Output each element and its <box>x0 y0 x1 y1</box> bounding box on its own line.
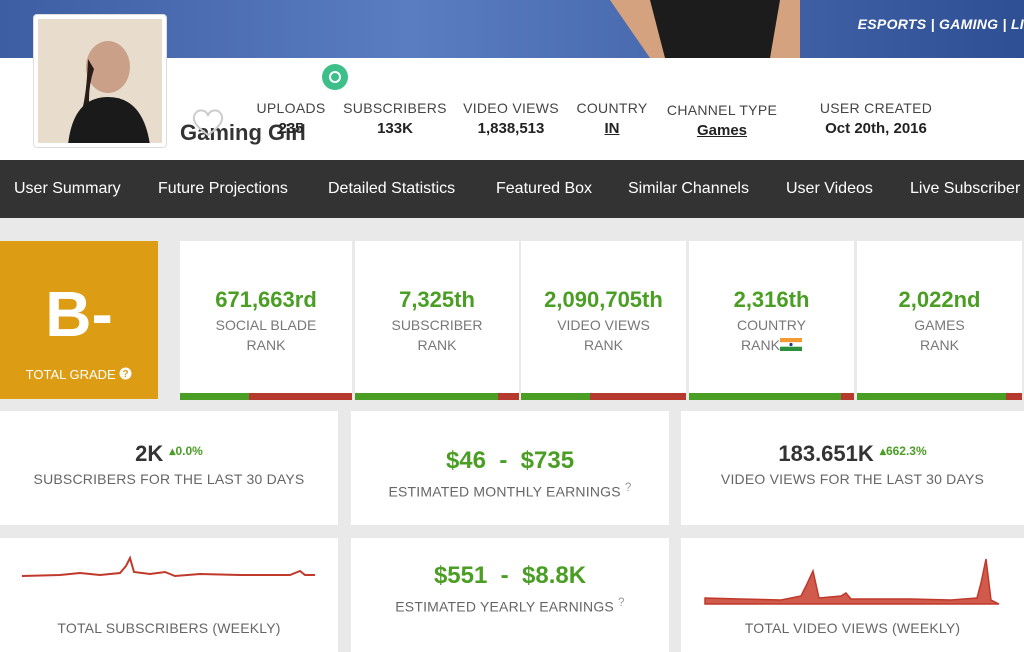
rank-value: 2,090,705th <box>544 287 663 312</box>
weekly-views-label: TOTAL VIDEO VIEWS (WEEKLY) <box>744 620 961 636</box>
nav-item[interactable]: Live Subscriber <box>910 180 1021 197</box>
rank-line1: SUBSCRIBER <box>391 317 483 333</box>
grade-label: TOTAL GRADE ? <box>0 367 158 382</box>
stat: COUNTRY IN <box>576 100 647 137</box>
banner-image <box>610 0 800 58</box>
rank-bar-fill <box>180 393 249 400</box>
nav-item[interactable]: Similar Channels <box>628 180 749 197</box>
views-30-value: 183.651K <box>778 441 874 466</box>
weekly-views-sparkline <box>704 558 1000 605</box>
yearly-label: ESTIMATED YEARLY EARNINGS <box>395 598 614 615</box>
rank-value: 2,022nd <box>898 287 981 312</box>
rank-bar <box>521 393 686 400</box>
rank-bar <box>355 393 519 400</box>
stat-value: 133K <box>377 120 413 137</box>
nav-item[interactable]: Future Projections <box>158 180 288 197</box>
rank-bar-fill <box>521 393 591 400</box>
nav-item[interactable]: User Summary <box>14 180 121 197</box>
monthly-label: ESTIMATED MONTHLY EARNINGS <box>388 483 621 500</box>
channel-name: Gaming Girl <box>180 120 306 145</box>
stat: USER CREATED Oct 20th, 2016 <box>820 100 932 137</box>
rank-value: 7,325th <box>399 287 475 312</box>
stat-value[interactable]: IN <box>604 120 620 137</box>
nav-item[interactable]: Detailed Statistics <box>328 180 456 197</box>
rank-line2: RANK <box>521 338 686 353</box>
rank-card: 7,325th SUBSCRIBER RANK <box>355 241 519 400</box>
grade-card: B- TOTAL GRADE ? <box>0 241 158 399</box>
nav-bar: User Summary Future Projections Detailed S… <box>0 160 1024 218</box>
rank-line2-text: RANK <box>920 337 959 353</box>
rank-bar <box>857 393 1022 400</box>
rank-line2-text: RANK <box>584 337 623 353</box>
rank-line2-text: RANK <box>246 337 286 353</box>
stat-label: UPLOADS <box>256 100 326 116</box>
stat-label: SUBSCRIBERS <box>343 100 447 116</box>
monthly-low: $46 <box>445 447 486 474</box>
rank-value: 2,316th <box>733 287 810 312</box>
rank-line1: VIDEO VIEWS <box>557 317 650 333</box>
stat-value: 235 <box>278 120 304 137</box>
views-30-card: 183.651K ▴662.3% VIDEO VIEWS FOR THE LAS… <box>681 411 1024 525</box>
weekly-views-card: TOTAL VIDEO VIEWS (WEEKLY) <box>681 538 1024 652</box>
yearly-sep: - <box>500 562 509 589</box>
nav-item[interactable]: Featured Box <box>496 180 593 197</box>
stat: CHANNEL TYPE Games <box>667 102 777 139</box>
subs-30-label: SUBSCRIBERS FOR THE LAST 30 DAYS <box>33 471 305 487</box>
stat-label: COUNTRY <box>576 100 648 116</box>
rank-line2: RANK <box>355 338 519 353</box>
stat-value: 1,838,513 <box>477 120 545 137</box>
rank-line2: RANK <box>180 338 352 353</box>
stat: SUBSCRIBERS 133K <box>343 100 447 137</box>
yearly-low: $551 <box>433 562 488 589</box>
rank-bar <box>180 393 352 400</box>
rank-line1: COUNTRY <box>737 317 806 333</box>
rank-bar-fill <box>689 393 841 400</box>
rank-line1: SOCIAL BLADE <box>215 317 317 333</box>
subs-30-card: 2K ▴0.0% SUBSCRIBERS FOR THE LAST 30 DAY… <box>0 411 338 525</box>
monthly-card: $46 - $735 ESTIMATED MONTHLY EARNINGS ? <box>351 411 669 525</box>
svg-text:?: ? <box>123 369 129 380</box>
rank-line2-text: RANK <box>417 337 457 353</box>
subs-30-value: 2K <box>135 441 164 466</box>
yearly-card: $551 - $8.8K ESTIMATED YEARLY EARNINGS ? <box>351 538 669 652</box>
stat-label: VIDEO VIEWS <box>463 100 559 116</box>
weekly-subs-label: TOTAL SUBSCRIBERS (WEEKLY) <box>57 620 281 636</box>
verified-icon <box>322 64 348 90</box>
rank-line2: RANK <box>689 338 854 353</box>
stat: VIDEO VIEWS 1,838,513 <box>463 100 559 137</box>
views-30-label: VIDEO VIEWS FOR THE LAST 30 DAYS <box>720 471 985 487</box>
subs-30-change: 0.0% <box>175 444 203 458</box>
rank-bar-fill <box>857 393 1006 400</box>
weekly-subs-card: TOTAL SUBSCRIBERS (WEEKLY) <box>0 538 338 652</box>
rank-card: 2,090,705th VIDEO VIEWS RANK <box>521 241 686 400</box>
grade-label-text: TOTAL GRADE <box>25 367 116 382</box>
yearly-high: $8.8K <box>522 562 587 589</box>
rank-card: 2,022nd GAMES RANK <box>857 241 1022 400</box>
channel-header: Gaming Girl UPLOADS 235 SUBSCRIBERS 133K VID… <box>0 58 1024 160</box>
nav-item[interactable]: User Videos <box>786 180 873 197</box>
rank-card: 2,316th COUNTRY RANK <box>689 241 854 400</box>
stat: UPLOADS 235 <box>256 100 325 137</box>
views-30-change: 662.3% <box>885 444 927 458</box>
favorite-button[interactable] <box>190 106 226 138</box>
rank-bar <box>689 393 854 400</box>
rank-line2-text: RANK <box>741 337 780 353</box>
stat-value[interactable]: Games <box>696 122 748 139</box>
rank-line2: RANK <box>857 338 1022 353</box>
rank-card: 671,663rd SOCIAL BLADE RANK <box>180 241 352 400</box>
stat-label: USER CREATED <box>819 100 933 116</box>
stat-value: Oct 20th, 2016 <box>825 120 927 137</box>
rank-bar-fill <box>355 393 498 400</box>
weekly-subs-sparkline <box>21 555 315 578</box>
grade-value: B- <box>45 278 113 350</box>
rank-value: 671,663rd <box>215 287 317 312</box>
banner-text: ESPORTS | GAMING | LI <box>857 16 1024 32</box>
monthly-sep: - <box>499 447 508 474</box>
rank-line1: GAMES <box>914 317 965 333</box>
avatar <box>33 14 167 148</box>
monthly-high: $735 <box>520 447 575 474</box>
banner: ESPORTS | GAMING | LI <box>0 0 1024 58</box>
stat-label: CHANNEL TYPE <box>666 102 778 118</box>
